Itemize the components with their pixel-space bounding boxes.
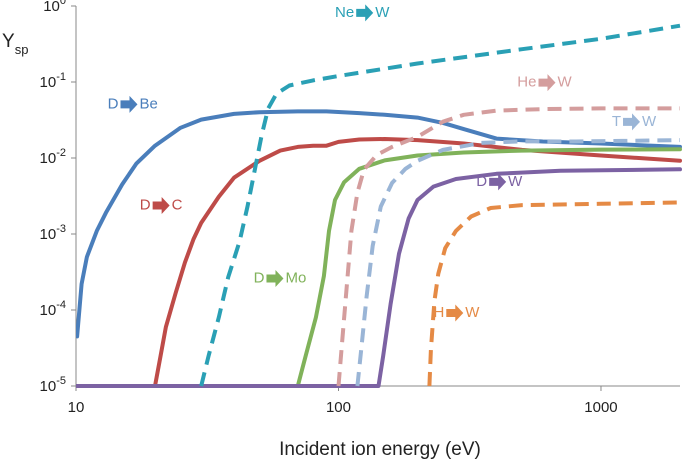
series-label-to: W: [375, 4, 390, 21]
x-tick-label: 10: [68, 399, 85, 416]
y-tick-exponent: -5: [56, 375, 66, 387]
series-label-to: C: [172, 197, 183, 214]
series-label-ne-w: Ne W: [335, 4, 390, 22]
series-line-d-c: [153, 137, 682, 388]
arrow-right-icon: [538, 74, 556, 92]
y-tick-exponent: 0: [60, 0, 66, 7]
x-tick-label: 1000: [584, 399, 617, 416]
series-line-d-be: [76, 109, 682, 339]
series-line-d-w: [76, 167, 682, 388]
y-tick-base: 10: [40, 226, 57, 243]
y-tick-label: 10-4: [40, 299, 66, 319]
y-tick-label: 10-2: [40, 147, 66, 167]
arrow-right-icon: [266, 270, 284, 288]
y-tick-label: 100: [43, 0, 66, 15]
arrow-right-icon: [489, 173, 507, 191]
series-lines: [76, 23, 682, 388]
series-line-h-w: [427, 200, 681, 387]
y-axis-title-sub: sp: [15, 42, 29, 57]
series-label-from: T: [612, 113, 621, 130]
series-label-to: W: [557, 74, 572, 91]
series-labels: D BeD CD MoD WNe WHe WT WH W: [108, 4, 657, 322]
series-line-d-mo: [76, 147, 682, 388]
arrow-right-icon: [120, 95, 138, 113]
series-label-from: D: [108, 95, 119, 112]
series-label-from: He: [517, 74, 536, 91]
x-tick-label: 100: [326, 399, 351, 416]
y-tick-base: 10: [40, 302, 57, 319]
x-axis-title: Incident ion energy (eV): [279, 439, 481, 460]
y-tick-base: 10: [40, 150, 57, 167]
y-tick-label: 10-1: [40, 71, 66, 91]
y-tick-base: 10: [40, 378, 57, 395]
y-tick-label: 10-3: [40, 223, 66, 243]
series-label-to: W: [642, 113, 657, 130]
y-tick-exponent: -2: [56, 147, 66, 159]
axis-titles: Ysp Incident ion energy (eV): [2, 31, 481, 460]
series-line-he-w: [336, 106, 680, 387]
series-label-from: Ne: [335, 4, 354, 21]
series-label-from: D: [476, 173, 487, 190]
arrow-right-icon: [446, 304, 464, 322]
series-label-d-be: D Be: [108, 95, 158, 113]
series-label-he-w: He W: [517, 74, 572, 92]
y-axis-title: Ysp: [2, 31, 28, 57]
y-tick-exponent: -4: [56, 299, 66, 311]
y-tick-base: 10: [40, 74, 57, 91]
arrow-right-icon: [356, 4, 374, 22]
y-tick-exponent: -1: [56, 71, 66, 83]
y-tick-base: 10: [43, 0, 60, 15]
series-line-t-w: [355, 138, 681, 387]
series-label-d-mo: D Mo: [254, 270, 306, 288]
y-axis-title-main: Y: [2, 31, 15, 52]
series-label-to: W: [508, 173, 523, 190]
y-tick-exponent: -3: [56, 223, 66, 235]
series-label-from: H: [433, 304, 444, 321]
series-label-to: Be: [139, 95, 157, 112]
arrow-right-icon: [623, 113, 641, 131]
series-label-from: D: [254, 270, 265, 287]
series-label-to: Mo: [285, 270, 306, 287]
series-label-to: W: [465, 304, 480, 321]
y-tick-label: 10-5: [40, 375, 66, 395]
series-line-ne-w: [199, 23, 681, 387]
series-label-from: D: [140, 197, 151, 214]
arrow-right-icon: [152, 197, 170, 215]
